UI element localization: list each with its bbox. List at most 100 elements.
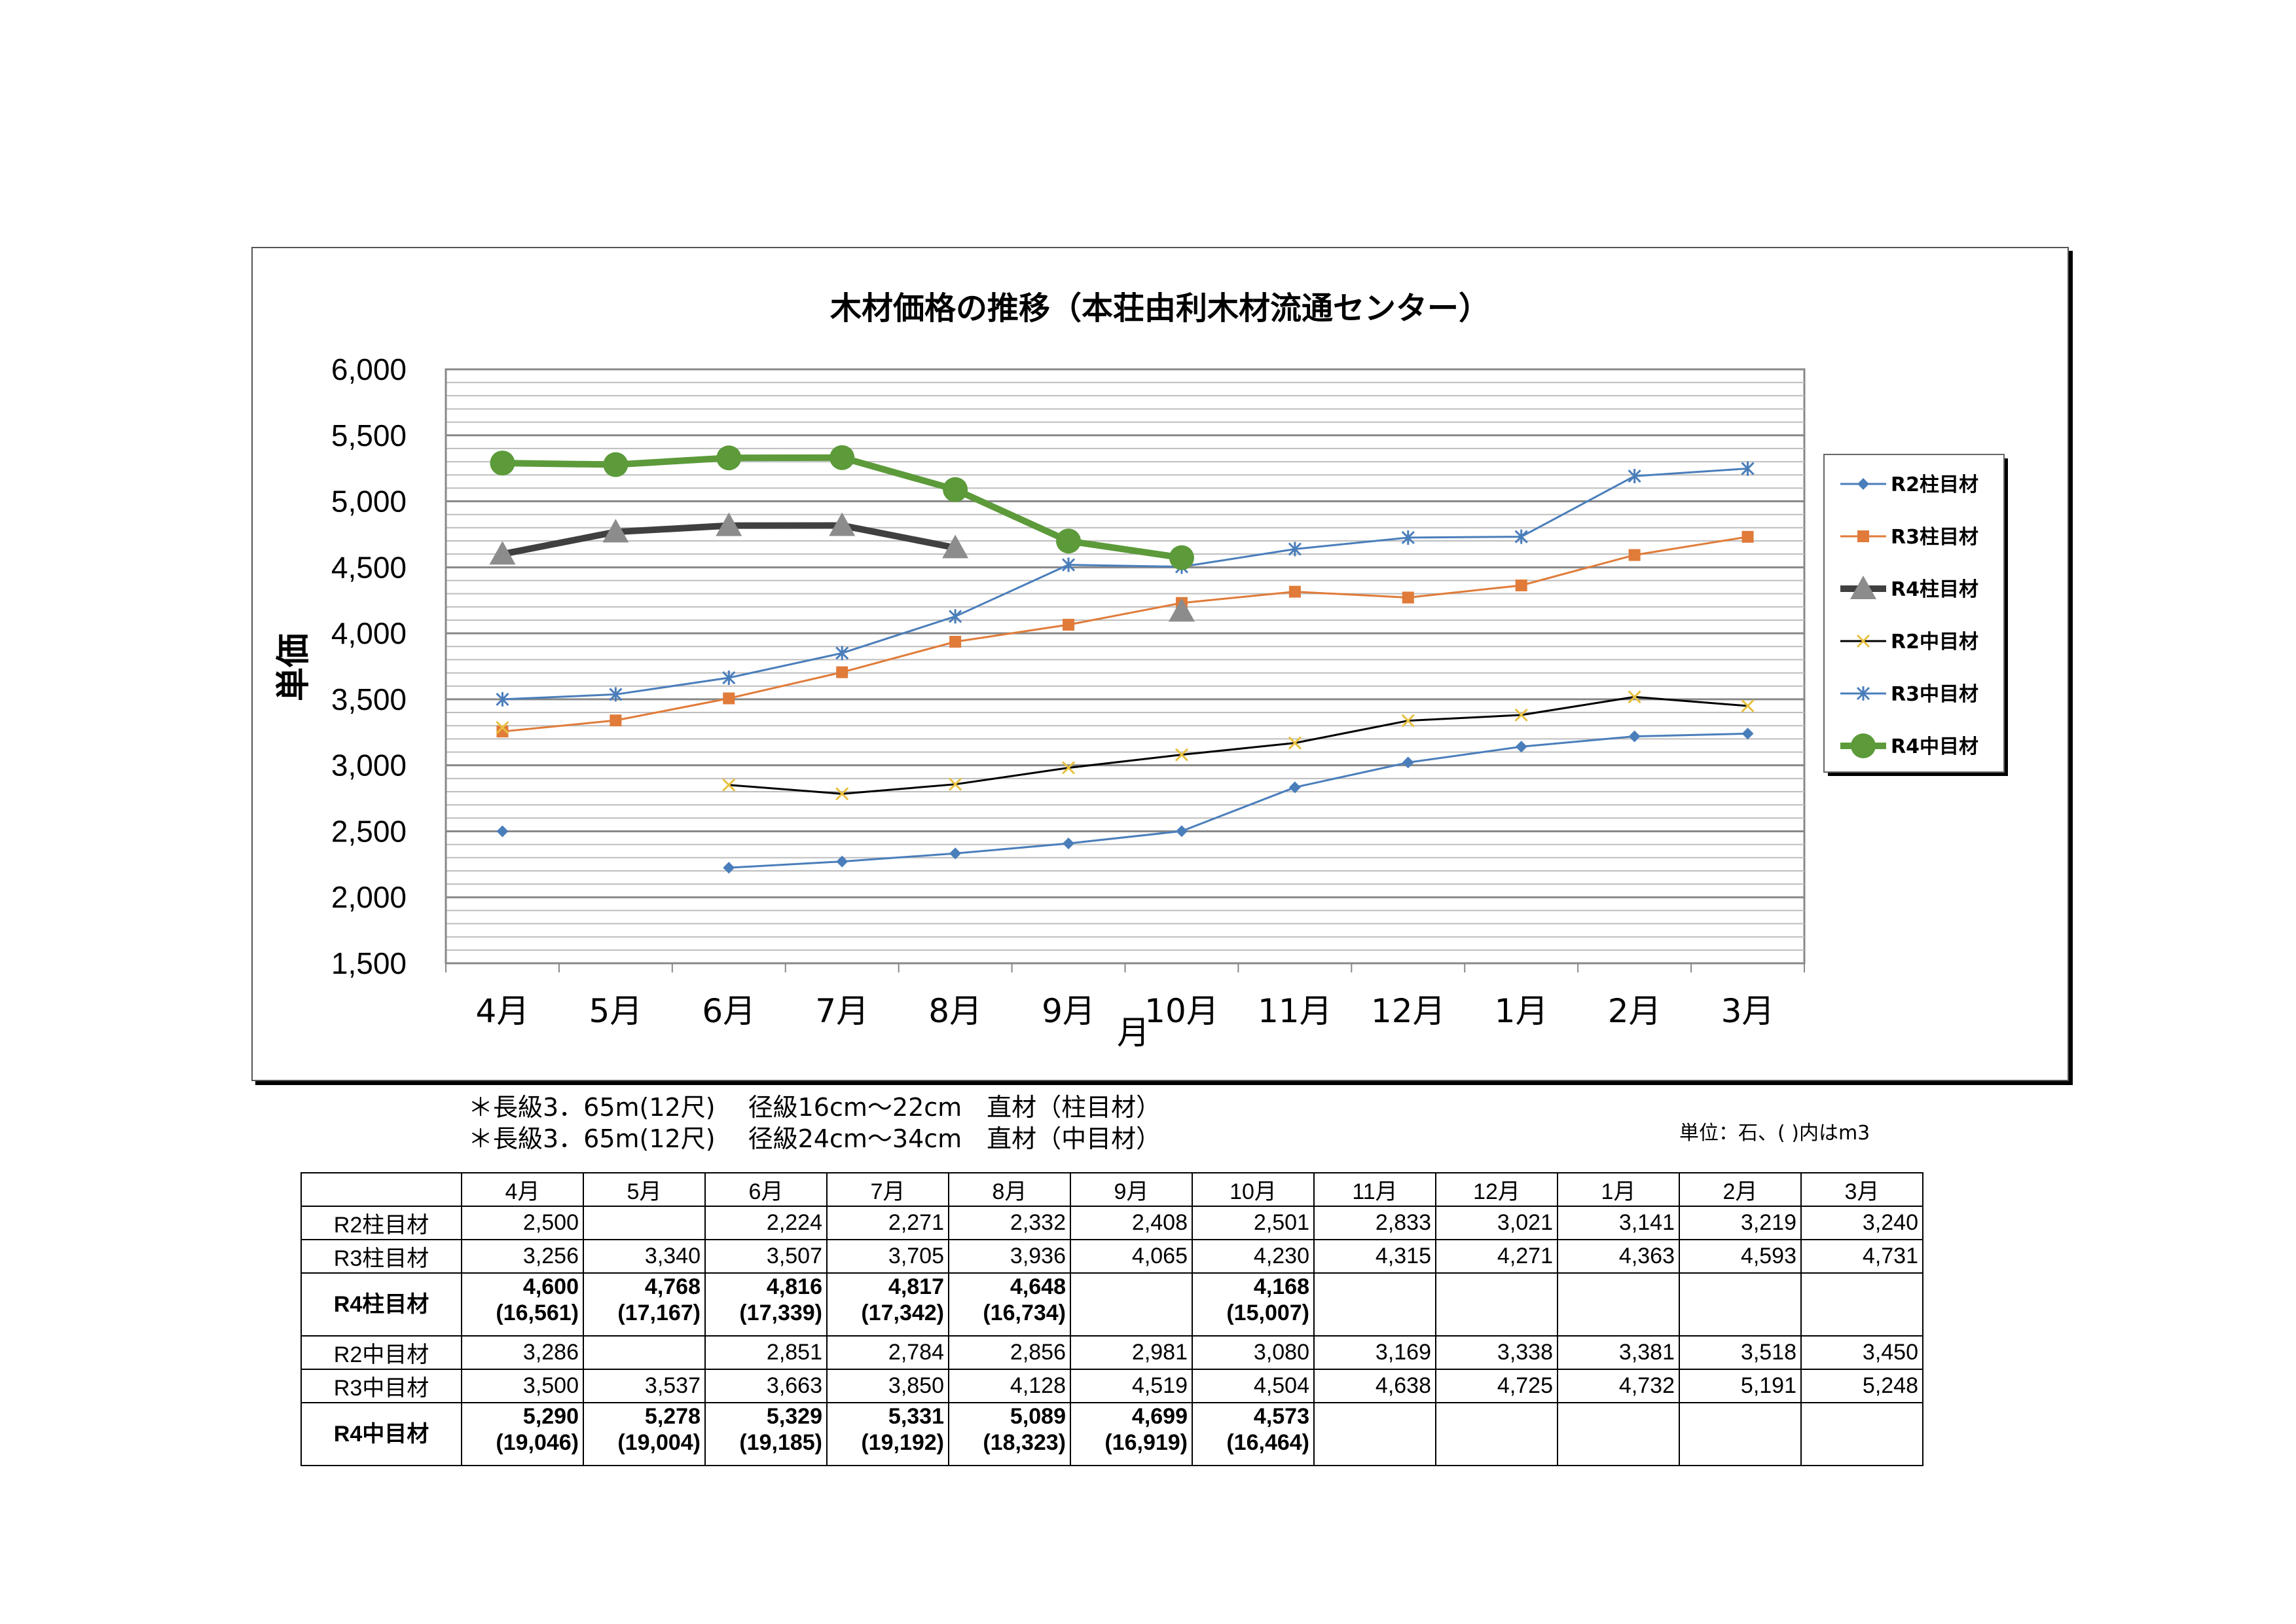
table-cell [1679,1402,1802,1466]
data-point [496,720,509,735]
data-point [1168,598,1195,622]
data-point [1175,748,1189,762]
data-point [609,687,623,702]
data-point [602,519,629,543]
table-cell: 3,936 [948,1239,1071,1274]
table-cell: 3,169 [1313,1335,1436,1370]
table-cell: 5,331 (19,192) [826,1402,949,1466]
table-month-header: 10月 [1192,1172,1315,1207]
table-cell: 4,648 (16,734) [948,1272,1071,1337]
table-cell: 5,290 (19,046) [461,1402,584,1466]
x-tick-label: 1月 [1495,992,1548,1030]
x-tick-label: 4月 [476,992,530,1030]
table-row-label: R2柱目材 [301,1206,462,1240]
data-point [603,452,629,477]
data-point [949,636,962,648]
table-cell: 4,593 [1679,1239,1802,1274]
table-cell: 3,537 [583,1369,706,1403]
table-cell [1070,1272,1193,1337]
legend-marker [1856,634,1870,648]
x-tick-label: 2月 [1608,992,1662,1030]
table-cell: 2,501 [1192,1206,1315,1240]
plot-area [445,368,1806,965]
data-point [1628,549,1641,561]
data-point [1741,699,1755,713]
x-tick-label: 7月 [815,992,869,1030]
legend-entry: R3柱目材 [1891,526,1978,549]
y-tick-label: 5,500 [331,418,407,452]
table-cell: 4,519 [1070,1369,1193,1403]
data-point [1061,557,1076,572]
y-tick-label: 4,500 [331,550,407,584]
table-cell: 2,332 [948,1206,1071,1240]
table-cell: 3,507 [704,1239,828,1274]
table-month-header: 5月 [583,1172,706,1207]
table-cell: 3,286 [461,1335,584,1370]
data-point [836,666,848,678]
table-cell: 3,500 [461,1369,584,1403]
data-point [1288,585,1301,598]
y-tick-label: 2,000 [331,880,407,914]
x-tick-label: 11月 [1258,992,1332,1030]
y-tick-label: 3,500 [331,682,407,716]
table-cell: 2,856 [948,1335,1071,1370]
table-cell: 3,256 [461,1239,584,1274]
y-tick-label: 1,500 [331,946,407,980]
series-line [502,468,1748,701]
x-tick-label: 5月 [589,992,642,1030]
table-cell: 3,141 [1557,1206,1680,1240]
data-point [1741,530,1754,543]
data-point [1401,530,1415,545]
table-row-label: R4柱目材 [301,1272,462,1337]
table-cell: 5,278 (19,004) [583,1402,706,1466]
table-cell: 2,833 [1313,1206,1436,1240]
table-row: R3中目材 3,500 3,537 3,663 3,850 4,128 4,519 4,504… [301,1369,1923,1403]
legend-marker [1857,530,1869,542]
table-row-label: R3中目材 [301,1369,462,1403]
data-point [1741,728,1754,740]
data-point [1741,461,1755,476]
table-month-header: 11月 [1313,1172,1436,1207]
table-cell: 5,089 (18,323) [948,1402,1071,1466]
data-point [1175,825,1188,838]
series-line [502,536,1748,733]
y-tick-label: 2,500 [331,814,407,848]
table-cell [1800,1402,1923,1466]
table-cell: 2,271 [826,1206,949,1240]
price-table: 4月 5月 6月 7月 8月 9月 10月 11月 12月 1月 2月 3月 R2柱目材 2,500 2,… [301,1172,1923,1466]
table-cell [1435,1402,1558,1466]
table-month-header: 9月 [1070,1172,1193,1207]
table-cell [1557,1272,1680,1337]
table-cell: 2,851 [704,1335,828,1370]
x-tick-label: 8月 [928,992,982,1030]
table-month-header: 4月 [461,1172,584,1207]
table-cell: 4,271 [1435,1239,1558,1274]
data-point [1061,761,1076,775]
y-tick-label: 3,000 [331,748,407,783]
legend-entry: R2柱目材 [1891,473,1978,496]
data-point [943,477,968,502]
table-cell [583,1206,706,1240]
x-tick-label: 12月 [1371,992,1446,1030]
table-row-label: R4中目材 [301,1402,462,1466]
table-cell: 4,732 [1557,1369,1680,1403]
table-cell: 3,080 [1192,1335,1315,1370]
data-point [496,692,509,707]
table-cell: 4,816 (17,339) [704,1272,828,1337]
table-cell: 4,817 (17,342) [826,1272,949,1337]
table-cell: 4,638 [1313,1369,1436,1403]
data-point [942,534,969,559]
legend-box [1823,454,2005,773]
table-month-header: 2月 [1679,1172,1802,1207]
line-chart: 1,500 2,000 2,500 3,000 3,500 4,000 4,500 5,000… [274,290,2008,1052]
data-point [489,541,516,565]
series-line [729,695,1748,795]
table-row: R4中目材 5,290 (19,046) 5,278 (19,004) 5,329 (19,… [301,1402,1923,1466]
legend-entry: R2中目材 [1891,631,1978,654]
data-point [722,671,736,686]
series-line [729,732,1748,869]
data-point [722,778,736,792]
table-cell: 3,663 [704,1369,828,1403]
legend-marker [1850,576,1876,599]
chart-frame: 1,500 2,000 2,500 3,000 3,500 4,000 4,500 5,000… [251,247,2069,1081]
